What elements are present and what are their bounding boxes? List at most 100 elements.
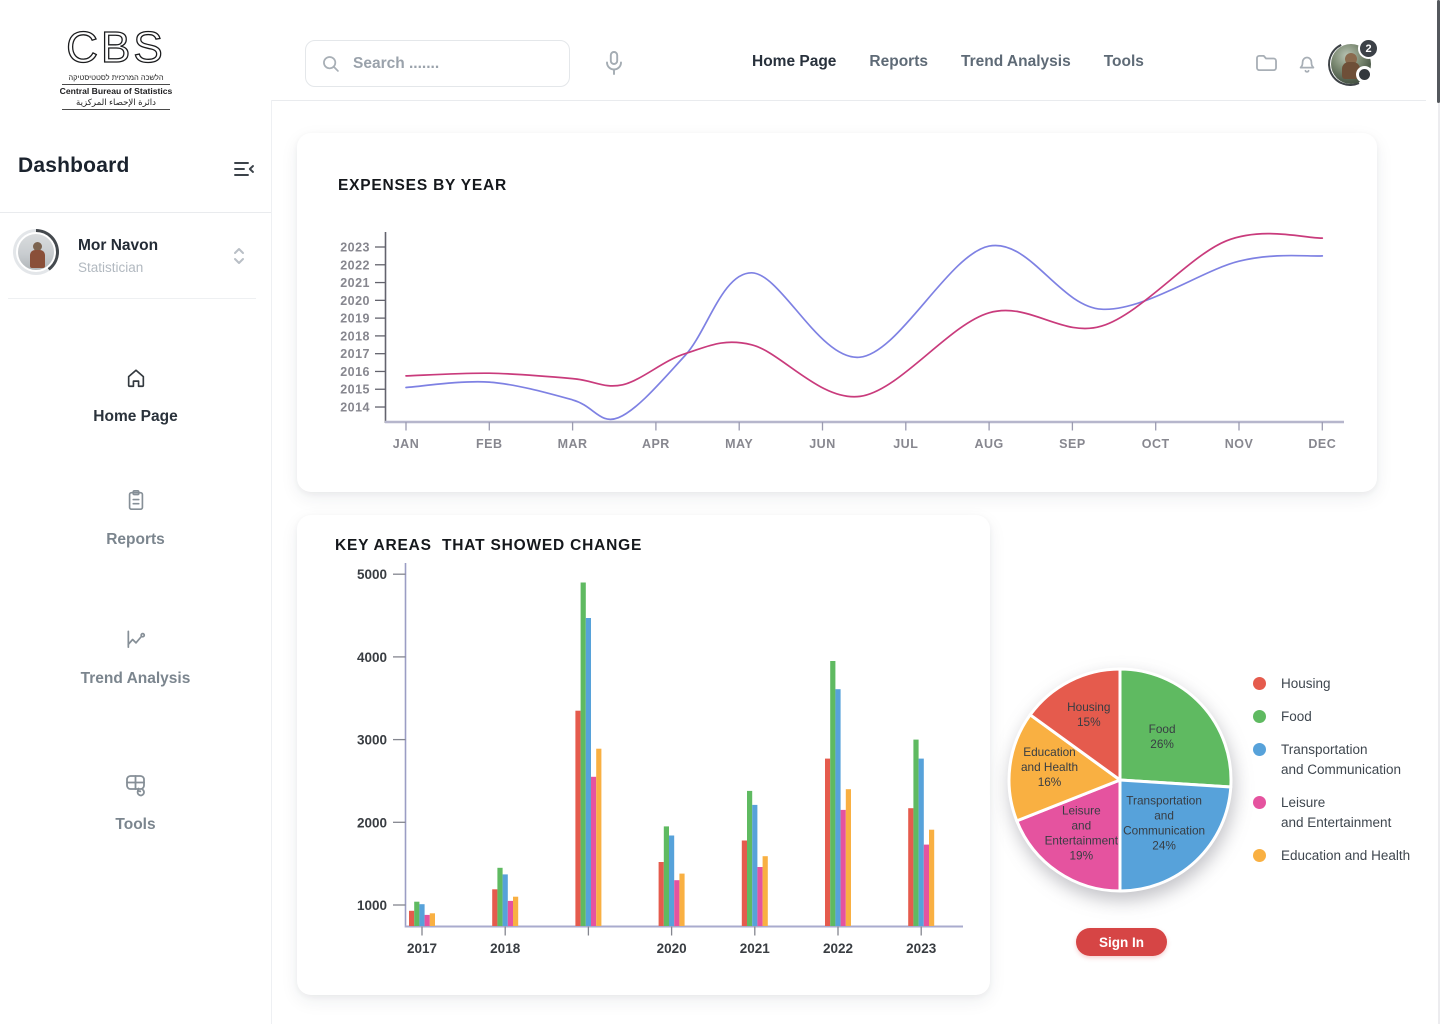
sidebar-item-label: Home Page xyxy=(93,408,178,425)
legend-item: Education and Health xyxy=(1253,846,1438,866)
sidebar-item-label: Reports xyxy=(106,531,165,548)
expenses-by-year-card: EXPENSES BY YEAR 2023 2022 2021 2020 2019 201… xyxy=(297,133,1377,492)
svg-text:MAR: MAR xyxy=(558,437,588,451)
nav-trend-analysis[interactable]: Trend Analysis xyxy=(961,53,1071,70)
svg-text:2023: 2023 xyxy=(340,241,370,255)
legend-label: Housing xyxy=(1281,676,1331,691)
svg-text:2021: 2021 xyxy=(740,941,771,956)
profile-expand-chevrons-icon[interactable] xyxy=(232,245,246,272)
svg-text:MAY: MAY xyxy=(725,437,753,451)
nav-reports[interactable]: Reports xyxy=(869,53,928,70)
bell-icon[interactable] xyxy=(1296,52,1318,80)
table-refresh-icon xyxy=(125,775,145,797)
profile-avatar[interactable] xyxy=(16,232,56,272)
svg-text:3000: 3000 xyxy=(357,733,387,748)
trend-chart-icon xyxy=(126,630,145,649)
logo-rule-bottom xyxy=(62,109,170,111)
sidebar-item-home-page[interactable]: Home Page xyxy=(0,367,271,426)
sidebar-item-label: Tools xyxy=(115,816,156,833)
clipboard-icon xyxy=(128,490,143,511)
svg-text:2014: 2014 xyxy=(340,401,370,415)
legend-dot-icon xyxy=(1253,743,1266,756)
svg-text:2018: 2018 xyxy=(340,329,370,343)
profile-name: Mor Navon xyxy=(78,237,159,254)
svg-text:2016: 2016 xyxy=(340,365,370,379)
cbs-logo: CBS הלשכה המרכזית לסטטיסטיקה Central Bur… xyxy=(52,23,180,112)
legend-item: Food xyxy=(1253,707,1438,727)
sidebar-divider xyxy=(271,100,272,1024)
microphone-icon[interactable] xyxy=(602,50,626,76)
svg-text:2023: 2023 xyxy=(906,941,937,956)
key-areas-card: KEY AREAS THAT SHOWED CHANGE 5000 4000 300… xyxy=(297,515,990,995)
expense-breakdown-pie-chart: Food 26% Transportation and Communication 24%… xyxy=(1007,667,1233,893)
svg-text:JAN: JAN xyxy=(393,437,420,451)
notifications-badge[interactable]: 2 xyxy=(1358,38,1379,59)
legend-dot-icon xyxy=(1253,849,1266,862)
sidebar-divider-top xyxy=(0,212,271,213)
folder-icon[interactable] xyxy=(1255,53,1278,78)
svg-text:2020: 2020 xyxy=(657,941,687,956)
svg-text:1000: 1000 xyxy=(357,898,387,913)
cbs-logo-arabic: دائرة الإحصاء المركزية xyxy=(76,96,156,107)
expenses-chart-title: EXPENSES BY YEAR xyxy=(338,177,508,194)
legend-label: Education and Health xyxy=(1281,848,1411,863)
legend-item: Housing xyxy=(1253,674,1438,694)
svg-text:5000: 5000 xyxy=(357,567,387,582)
search-box[interactable] xyxy=(305,40,570,87)
sign-in-button[interactable]: Sign In xyxy=(1076,928,1167,956)
scrollbar-thumb[interactable] xyxy=(1436,0,1440,103)
search-input[interactable] xyxy=(353,54,555,73)
home-icon xyxy=(127,369,144,388)
key-areas-chart-title: KEY AREAS THAT SHOWED CHANGE xyxy=(335,537,643,554)
profile-avatar-ring xyxy=(13,229,59,275)
sidebar-item-tools[interactable]: Tools xyxy=(0,773,271,834)
sidebar-item-trend-analysis[interactable]: Trend Analysis xyxy=(0,628,271,688)
pie-legend: Housing Food Transportation and Communicat… xyxy=(1253,674,1438,879)
cbs-logo-hebrew: הלשכה המרכזית לסטטיסטיקה xyxy=(68,73,164,83)
expenses-line-chart: 2023 2022 2021 2020 2019 2018 2017 2016 2015 2014… xyxy=(340,232,1344,451)
key-areas-bar-chart: 5000 4000 3000 2000 1000 2017 2018 2020 2021 2022… xyxy=(357,563,963,956)
expense-breakdown-pie-wrap: Food 26% Transportation and Communication 24%… xyxy=(996,648,1248,910)
legend-dot-icon xyxy=(1253,796,1266,809)
avatar-status-dot xyxy=(1356,66,1373,83)
search-icon xyxy=(323,56,339,72)
nav-home-page[interactable]: Home Page xyxy=(752,53,837,70)
svg-text:2018: 2018 xyxy=(490,941,521,956)
sidebar-title: Dashboard xyxy=(18,154,130,177)
svg-text:DEC: DEC xyxy=(1308,437,1336,451)
sidebar-item-reports[interactable]: Reports xyxy=(0,489,271,549)
cbs-logo-acronym: CBS xyxy=(66,23,166,72)
svg-text:OCT: OCT xyxy=(1142,437,1170,451)
header-nav: Home Page Reports Trend Analysis Tools xyxy=(752,53,1144,71)
svg-text:2021: 2021 xyxy=(340,276,370,290)
svg-text:2022: 2022 xyxy=(340,258,370,272)
legend-item: Leisure and Entertainment xyxy=(1253,793,1438,833)
nav-tools[interactable]: Tools xyxy=(1103,53,1144,70)
svg-text:SEP: SEP xyxy=(1059,437,1086,451)
svg-text:JUN: JUN xyxy=(809,437,836,451)
scrollbar-track[interactable] xyxy=(1438,0,1440,1024)
svg-text:APR: APR xyxy=(642,437,670,451)
legend-label: Transportation and Communication xyxy=(1281,742,1402,777)
legend-dot-icon xyxy=(1253,677,1266,690)
svg-text:2000: 2000 xyxy=(357,815,387,830)
svg-text:2015: 2015 xyxy=(340,383,370,397)
sidebar-item-label: Trend Analysis xyxy=(80,670,191,687)
svg-text:NOV: NOV xyxy=(1225,437,1254,451)
legend-label: Food xyxy=(1281,709,1312,724)
svg-text:JUL: JUL xyxy=(893,437,918,451)
svg-text:FEB: FEB xyxy=(476,437,503,451)
svg-text:AUG: AUG xyxy=(974,437,1003,451)
legend-dot-icon xyxy=(1253,710,1266,723)
legend-item: Transportation and Communication xyxy=(1253,740,1438,780)
sidebar-divider-profile xyxy=(8,298,256,299)
collapse-sidebar-icon[interactable] xyxy=(232,158,256,185)
legend-label: Leisure and Entertainment xyxy=(1281,795,1392,830)
profile-role: Statistician xyxy=(78,260,144,275)
